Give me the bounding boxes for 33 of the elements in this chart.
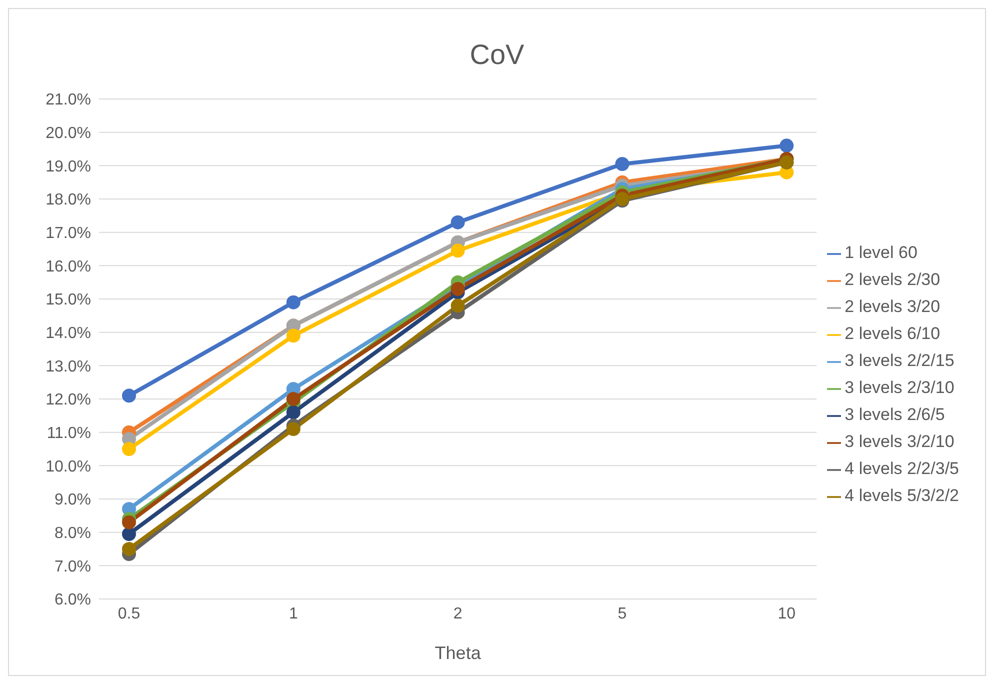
- legend-label: 1 level 60: [844, 243, 918, 262]
- x-tick-label: 10: [778, 605, 796, 622]
- legend-label: 3 levels 2/2/15: [844, 351, 954, 370]
- y-tick-label: 14.0%: [46, 325, 91, 342]
- legend-label: 3 levels 2/6/5: [844, 405, 945, 424]
- y-tick-label: 9.0%: [54, 492, 91, 509]
- y-tick-label: 20.0%: [46, 125, 91, 142]
- x-tick-label: 0.5: [118, 605, 140, 622]
- x-axis-title: Theta: [434, 643, 482, 663]
- y-tick-label: 10.0%: [46, 458, 91, 476]
- y-tick-label: 17.0%: [46, 225, 91, 242]
- y-tick-label: 6.0%: [54, 592, 91, 609]
- y-tick-label: 13.0%: [46, 358, 91, 376]
- y-tick-label: 12.0%: [46, 392, 91, 409]
- legend-label: 2 levels 3/20: [844, 297, 940, 316]
- legend-label: 2 levels 2/30: [844, 270, 940, 289]
- y-tick-label: 19.0%: [46, 158, 91, 176]
- legend-label: 3 levels 2/3/10: [844, 378, 954, 397]
- legend-label: 2 levels 6/10: [844, 324, 940, 343]
- y-tick-label: 11.0%: [46, 425, 91, 442]
- y-tick-label: 21.0%: [46, 92, 91, 109]
- x-tick-label: 5: [618, 605, 627, 622]
- x-tick-label: 2: [453, 605, 462, 622]
- x-tick-label: 1: [288, 605, 298, 622]
- y-tick-label: 16.0%: [46, 258, 91, 276]
- y-tick-label: 7.0%: [54, 558, 91, 576]
- y-tick-label: 8.0%: [54, 525, 91, 542]
- legend-label: 3 levels 3/2/10: [844, 432, 954, 451]
- chart-title: CoV: [468, 38, 526, 72]
- legend-label: 4 levels 5/3/2/2: [844, 486, 959, 505]
- y-tick-label: 18.0%: [46, 192, 91, 209]
- legend-label: 4 levels 2/2/3/5: [844, 459, 959, 478]
- y-tick-label: 15.0%: [46, 292, 91, 309]
